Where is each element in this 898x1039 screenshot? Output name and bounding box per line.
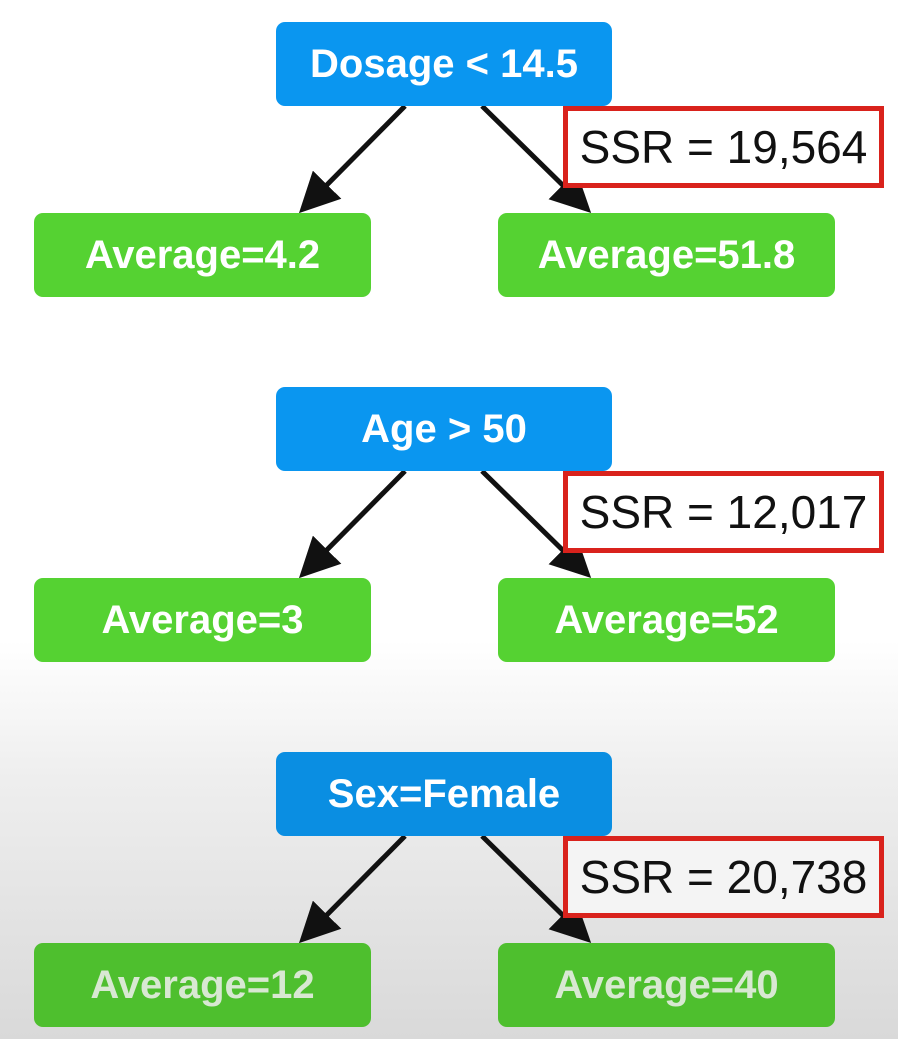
right-arrow (480, 104, 592, 214)
stump-dosage: Dosage < 14.5 Average=4.2 Average=51.8 S… (0, 0, 898, 300)
left-arrow (298, 834, 407, 944)
stump-arrows (298, 834, 592, 944)
left-arrow (298, 469, 407, 579)
split-node: Dosage < 14.5 (276, 22, 612, 106)
split-node: Sex=Female (276, 752, 612, 836)
stump-age: Age > 50 Average=3 Average=52 SSR = 12,0… (0, 365, 898, 665)
ssr-callout: SSR = 12,017 (563, 471, 884, 553)
ssr-callout: SSR = 19,564 (563, 106, 884, 188)
stump-arrows (298, 469, 592, 579)
stump-arrows (298, 104, 592, 214)
right-arrow (480, 834, 592, 944)
ssr-callout: SSR = 20,738 (563, 836, 884, 918)
split-node: Age > 50 (276, 387, 612, 471)
right-leaf-node: Average=51.8 (498, 213, 835, 297)
left-arrow (298, 104, 407, 214)
left-leaf-node: Average=12 (34, 943, 371, 1027)
right-leaf-node: Average=52 (498, 578, 835, 662)
right-arrow (480, 469, 592, 579)
left-leaf-node: Average=4.2 (34, 213, 371, 297)
left-leaf-node: Average=3 (34, 578, 371, 662)
stump-sex: Sex=Female Average=12 Average=40 SSR = 2… (0, 730, 898, 1030)
right-leaf-node: Average=40 (498, 943, 835, 1027)
